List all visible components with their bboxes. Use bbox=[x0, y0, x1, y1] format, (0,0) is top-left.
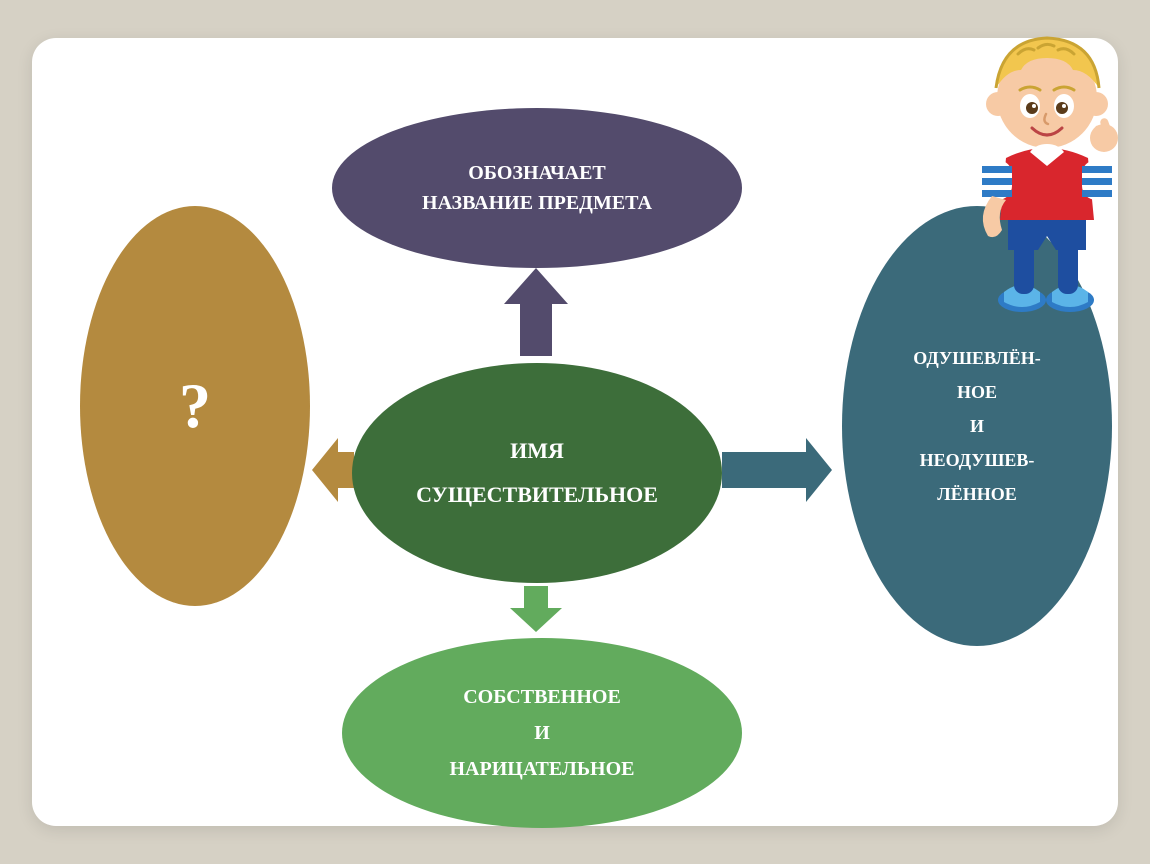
node-right-line4: НЕОДУШЕВ- bbox=[920, 443, 1035, 477]
node-left: ? bbox=[80, 206, 310, 606]
node-bottom: СОБСТВЕННОЕ И НАРИЦАТЕЛЬНОЕ bbox=[342, 638, 742, 828]
node-bottom-line1: СОБСТВЕННОЕ bbox=[463, 679, 621, 715]
node-right-line5: ЛЁННОЕ bbox=[937, 477, 1016, 511]
node-bottom-line3: НАРИЦАТЕЛЬНОЕ bbox=[449, 751, 634, 787]
node-right-line1: ОДУШЕВЛЁН- bbox=[913, 341, 1040, 375]
node-top-line1: ОБОЗНАЧАЕТ bbox=[468, 158, 606, 188]
node-center: ИМЯ СУЩЕСТВИТЕЛЬНОЕ bbox=[352, 363, 722, 583]
arrow-down bbox=[510, 586, 562, 637]
arrow-right bbox=[722, 438, 832, 507]
node-top-line2: НАЗВАНИЕ ПРЕДМЕТА bbox=[422, 188, 652, 218]
node-top: ОБОЗНАЧАЕТ НАЗВАНИЕ ПРЕДМЕТА bbox=[332, 108, 742, 268]
node-left-text: ? bbox=[179, 358, 211, 454]
node-center-line1: ИМЯ bbox=[510, 429, 564, 473]
node-right-line2: НОЕ bbox=[957, 375, 997, 409]
node-bottom-line2: И bbox=[534, 715, 550, 751]
arrow-left bbox=[312, 438, 354, 507]
node-center-line2: СУЩЕСТВИТЕЛЬНОЕ bbox=[416, 473, 658, 517]
arrow-up bbox=[504, 268, 568, 361]
slide-card: ОБОЗНАЧАЕТ НАЗВАНИЕ ПРЕДМЕТА ? ОДУШЕВЛЁН… bbox=[32, 38, 1118, 826]
node-right-line3: И bbox=[970, 409, 984, 443]
cartoon-boy-icon bbox=[952, 18, 1142, 318]
